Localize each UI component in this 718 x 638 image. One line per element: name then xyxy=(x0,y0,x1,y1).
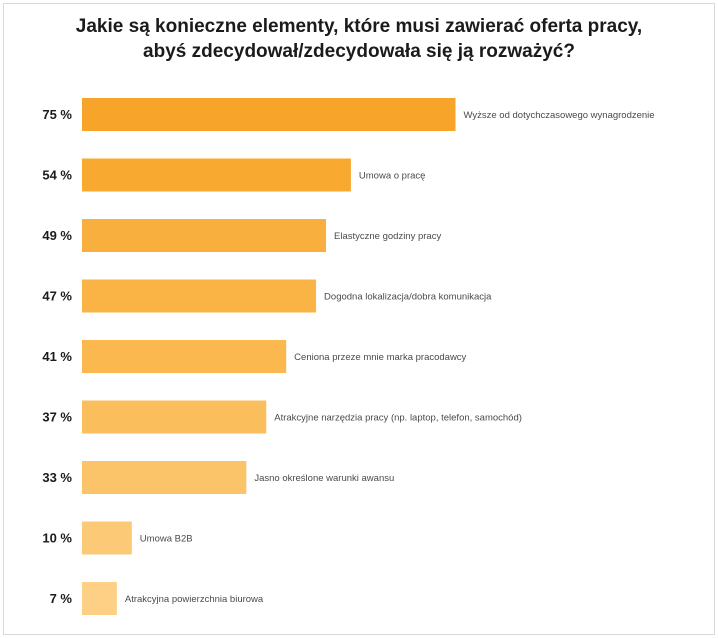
category-label-5: Ceniona przeze mnie marka pracodawcy xyxy=(294,352,466,363)
bar-1 xyxy=(82,98,456,131)
category-label-7: Jasno określone warunki awansu xyxy=(254,473,394,484)
bar-7 xyxy=(82,461,247,494)
value-label-6: 37 % xyxy=(42,410,72,425)
bar-8 xyxy=(82,521,132,555)
category-label-4: Dogodna lokalizacja/dobra komunikacja xyxy=(324,292,492,303)
value-label-1: 75 % xyxy=(42,107,72,122)
value-label-4: 47 % xyxy=(42,289,72,304)
bar-3 xyxy=(82,219,327,252)
category-label-8: Umowa B2B xyxy=(140,534,193,545)
category-label-3: Elastyczne godziny pracy xyxy=(334,231,441,242)
value-label-3: 49 % xyxy=(42,228,72,243)
value-label-8: 10 % xyxy=(42,531,72,546)
chart-title-line-2: abyś zdecydował/zdecydowała się ją rozwa… xyxy=(143,41,575,62)
value-label-2: 54 % xyxy=(42,168,72,183)
value-label-7: 33 % xyxy=(42,470,72,485)
category-label-6: Atrakcyjne narzędzia pracy (np. laptop, … xyxy=(274,413,522,424)
chart-title: Jakie są konieczne elementy, które musi … xyxy=(0,14,718,64)
bar-6 xyxy=(82,400,267,434)
bar-2 xyxy=(82,158,351,192)
value-label-5: 41 % xyxy=(42,349,72,364)
value-label-9: 7 % xyxy=(50,591,73,606)
bar-5 xyxy=(82,340,287,373)
category-label-1: Wyższe od dotychczasowego wynagrodzenie xyxy=(464,110,655,121)
bar-9 xyxy=(82,582,117,615)
category-label-9: Atrakcyjna powierzchnia biurowa xyxy=(125,594,264,605)
chart-title-line-1: Jakie są konieczne elementy, które musi … xyxy=(75,16,643,37)
chart-frame xyxy=(3,3,715,635)
bar-4 xyxy=(82,279,317,313)
category-label-2: Umowa o pracę xyxy=(359,171,426,182)
